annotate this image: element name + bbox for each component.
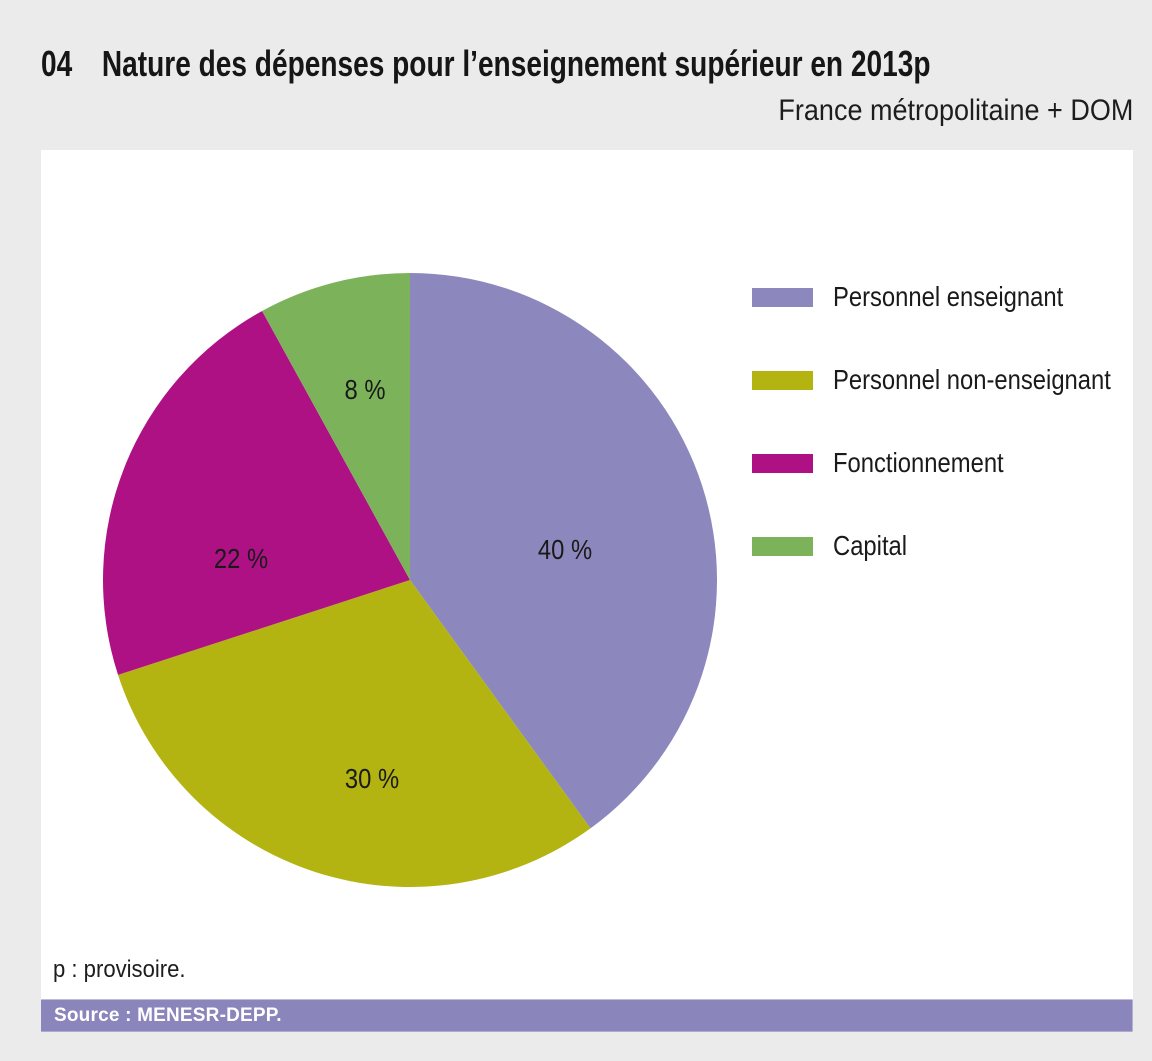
legend-swatch-0	[752, 287, 813, 307]
slice-label-3: 8 %	[344, 374, 386, 405]
source-label: Source : MENESR-DEPP.	[54, 1005, 282, 1026]
pie-slice-3	[262, 273, 410, 580]
legend-label-3: Capital	[833, 530, 908, 561]
slice-label-1: 30 %	[344, 763, 400, 794]
legend-label-0: Personnel enseignant	[833, 281, 1064, 312]
legend-label-1: Personnel non-enseignant	[833, 364, 1111, 395]
legend-item-2: Fonctionnement	[752, 447, 1034, 479]
footnote: p : provisoire.	[53, 956, 186, 983]
chart-title-row: 04 Nature des dépenses pour l’enseignemen…	[41, 44, 931, 84]
chart-panel: 40 % 30 % 22 % 8 % Personnel enseignant Pers…	[41, 150, 1133, 1032]
page-title: Nature des dépenses pour l’enseignement …	[101, 43, 931, 84]
legend-swatch-2	[752, 453, 813, 473]
pie-slice-0	[410, 273, 717, 829]
legend-swatch-1	[752, 370, 813, 390]
slice-label-2: 22 %	[213, 543, 269, 574]
legend-item-3: Capital	[752, 530, 920, 562]
slice-label-0: 40 %	[537, 534, 593, 565]
pie-slice-1	[118, 580, 591, 887]
pie-slice-2	[103, 310, 410, 675]
legend-label-2: Fonctionnement	[833, 447, 1004, 478]
source-bar: Source : MENESR-DEPP.	[41, 999, 1133, 1032]
legend-item-0: Personnel enseignant	[752, 281, 1104, 313]
chart-subtitle-row: France métropolitaine + DOM	[739, 94, 1133, 128]
pie-chart	[103, 273, 717, 887]
chart-subtitle: France métropolitaine + DOM	[778, 94, 1133, 127]
legend-item-1: Personnel non-enseignant	[752, 364, 1152, 396]
figure-number: 04	[41, 43, 73, 84]
legend-swatch-3	[752, 536, 813, 556]
